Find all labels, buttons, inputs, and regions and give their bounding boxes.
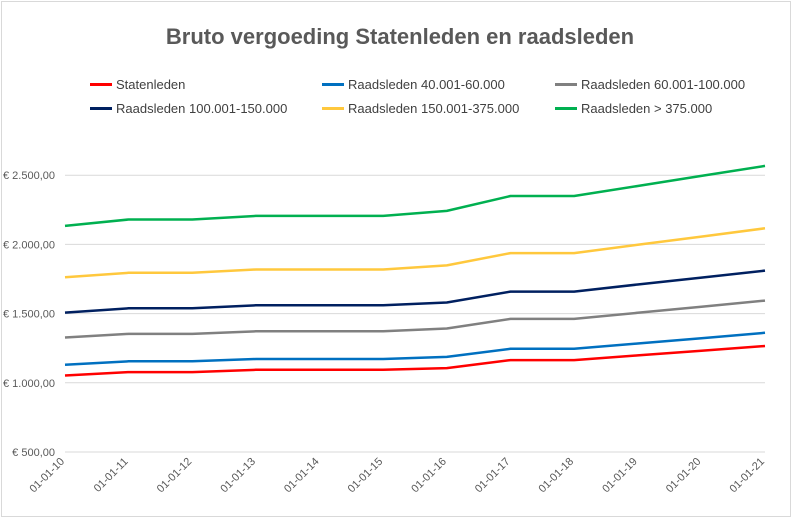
- x-tick-label: 01-01-11: [92, 456, 131, 495]
- legend-item: Raadsleden 150.001-375.000: [322, 101, 519, 116]
- y-tick-label: € 500,00: [12, 447, 55, 459]
- series-line-1: [64, 331, 766, 367]
- y-tick-label: € 2.500,00: [3, 170, 55, 182]
- chart-area: [1, 1, 791, 517]
- x-tick-label: 01-01-13: [218, 456, 258, 496]
- y-tick-label: € 1.000,00: [3, 378, 55, 390]
- legend-label: Raadsleden 60.001-100.000: [581, 77, 746, 92]
- y-tick-label: € 2.000,00: [3, 239, 55, 251]
- x-tick-label: 01-01-21: [727, 456, 767, 496]
- legend-label: Statenleden: [116, 77, 186, 92]
- y-tick-label: € 1.500,00: [3, 309, 55, 321]
- x-tick-label: 01-01-16: [409, 456, 449, 496]
- legend-item: Raadsleden > 375.000: [555, 101, 712, 116]
- legend-label: Raadsleden 100.001-150.000: [116, 101, 288, 116]
- x-tick-label: 01-01-12: [155, 456, 195, 496]
- legend-label: Raadsleden > 375.000: [581, 101, 713, 116]
- legend-swatch: [322, 107, 344, 110]
- series-line-4: [64, 227, 766, 279]
- x-tick-label: 01-01-20: [664, 456, 704, 496]
- chart-title: Bruto vergoeding Statenleden en raadsled…: [165, 24, 635, 49]
- legend-label: Raadsleden 150.001-375.000: [348, 101, 520, 116]
- x-tick-label: 01-01-18: [537, 456, 577, 496]
- x-tick-label: 01-01-15: [346, 456, 386, 496]
- x-tick-label: 01-01-10: [27, 456, 67, 496]
- series-line-3: [64, 269, 766, 314]
- x-tick-label: 01-01-19: [600, 456, 640, 496]
- legend-item: Raadsleden 40.001-60.000: [322, 77, 505, 92]
- legend-swatch: [90, 107, 112, 110]
- x-tick-label: 01-01-17: [473, 456, 513, 496]
- legend-item: Statenleden: [90, 77, 185, 92]
- series-line-5: [64, 164, 766, 228]
- legend-swatch: [90, 83, 112, 86]
- legend-swatch: [555, 83, 577, 86]
- legend-label: Raadsleden 40.001-60.000: [348, 77, 505, 92]
- x-tick-label: 01-01-14: [282, 456, 322, 496]
- legend-item: Raadsleden 100.001-150.000: [90, 101, 287, 116]
- series-line-2: [64, 299, 766, 339]
- series-line-0: [64, 344, 766, 377]
- legend-swatch: [322, 83, 344, 86]
- legend-item: Raadsleden 60.001-100.000: [555, 77, 745, 92]
- legend-swatch: [555, 107, 577, 110]
